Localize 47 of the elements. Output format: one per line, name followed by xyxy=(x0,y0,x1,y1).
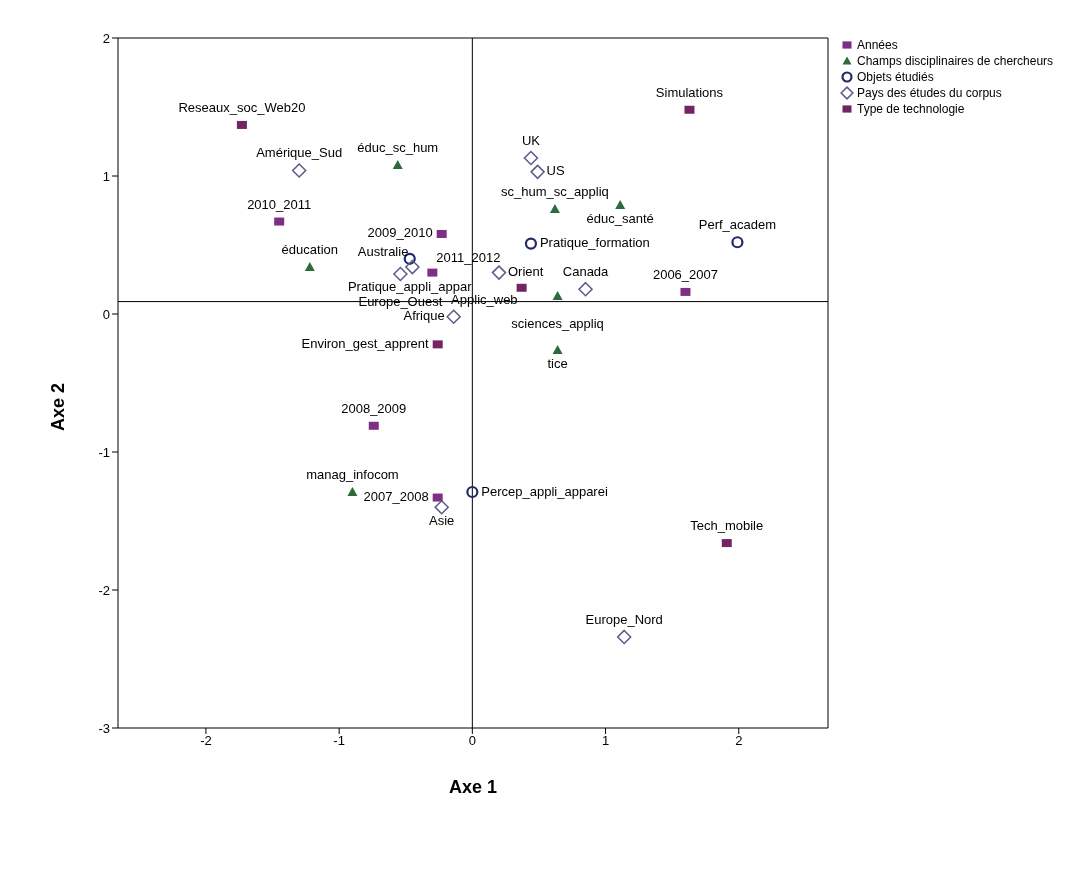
data-label: éduc_sc_hum xyxy=(357,139,439,155)
data-label: Environ_gest_apprent xyxy=(301,335,430,351)
legend-label: Champs disciplinaires de chercheurs xyxy=(857,54,1054,68)
data-label: éducation xyxy=(281,242,339,258)
y-tick-label: -1 xyxy=(98,444,110,460)
data-label: Simulations xyxy=(655,84,724,100)
data-label: 2008_2009 xyxy=(341,400,407,416)
data-label: Percep_appli_apparei xyxy=(481,483,608,499)
data-label: sciences_appliq xyxy=(511,316,604,332)
data-label: Australie xyxy=(357,244,409,260)
data-label: UK xyxy=(521,133,541,149)
legend-label: Objets étudiés xyxy=(857,70,934,84)
data-label: Asie xyxy=(429,513,455,529)
x-tick-label: -1 xyxy=(333,733,345,749)
data-label: Europe_Nord xyxy=(585,611,663,627)
data-label: sc_hum_sc_appliq xyxy=(501,184,609,200)
y-tick-label: -3 xyxy=(98,720,110,736)
data-label: 2006_2007 xyxy=(652,266,719,282)
legend-label: Type de technologie xyxy=(857,102,965,116)
data-label: Reseaux_soc_Web20 xyxy=(178,99,306,115)
data-label: Canada xyxy=(562,264,610,280)
x-tick-label: 1 xyxy=(601,733,610,749)
data-label: manag_infocom xyxy=(306,467,399,483)
x-tick-label: 0 xyxy=(468,733,476,749)
data-label: Afrique xyxy=(403,308,445,324)
legend-label: Années xyxy=(857,38,898,52)
legend-label: Pays des études du corpus xyxy=(857,86,1002,100)
data-label: 2009_2010 xyxy=(367,225,433,241)
data-label: Orient xyxy=(507,264,544,280)
x-axis-title: Axe 1 xyxy=(448,777,498,797)
data-label: US xyxy=(546,163,565,179)
data-label: tice xyxy=(547,355,568,371)
data-label: 2010_2011 xyxy=(247,196,312,212)
y-tick-label: 2 xyxy=(102,30,110,46)
x-tick-label: 2 xyxy=(735,733,743,749)
y-tick-label: -2 xyxy=(98,582,110,598)
y-tick-label: 0 xyxy=(102,306,110,322)
data-label: Perf_academ xyxy=(698,217,777,233)
data-label: Pratique_appli_appar xyxy=(347,278,473,294)
data-label: éduc_santé xyxy=(586,210,654,226)
x-tick-label: -2 xyxy=(200,733,212,749)
data-label: Tech_mobile xyxy=(690,518,764,534)
data-label: Amérique_Sud xyxy=(256,145,343,161)
data-label: Pratique_formation xyxy=(539,235,650,251)
data-label: 2007_2008 xyxy=(363,489,429,505)
y-tick-label: 1 xyxy=(102,168,110,184)
y-axis-title: Axe 2 xyxy=(48,383,69,432)
